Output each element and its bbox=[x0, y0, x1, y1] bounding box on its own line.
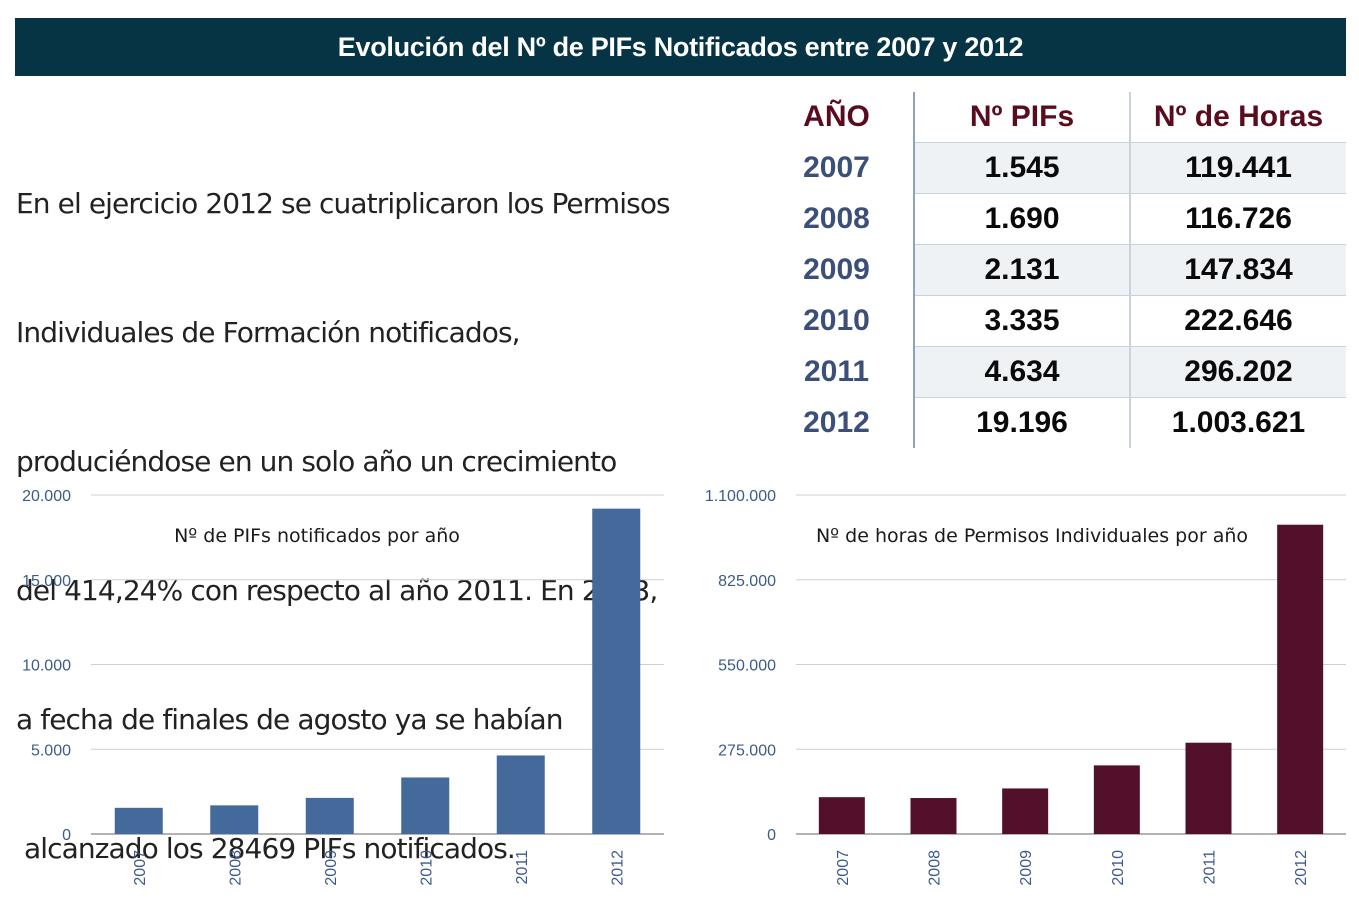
cell-pifs: 19.196 bbox=[913, 397, 1130, 448]
cell-year: 2012 bbox=[803, 405, 870, 439]
x-tick-label: 2011 bbox=[514, 850, 531, 885]
y-tick-label: 5.000 bbox=[31, 742, 71, 759]
bar-2012 bbox=[592, 508, 641, 834]
x-tick-label: 2007 bbox=[132, 850, 149, 886]
cell-pifs: 2.131 bbox=[913, 244, 1130, 296]
table-row: 2011 4.634 296.202 bbox=[760, 346, 1346, 398]
table-header-row: AÑO Nº PIFs Nº de Horas bbox=[760, 92, 1346, 143]
cell-year: 2007 bbox=[803, 151, 870, 184]
cell-hours: 296.202 bbox=[1129, 346, 1346, 398]
header-year: AÑO bbox=[803, 100, 870, 134]
cell-year: 2010 bbox=[803, 304, 870, 337]
cell-year: 2009 bbox=[803, 253, 870, 286]
chart-title: Nº de PIFs notificados por año bbox=[174, 525, 460, 547]
cell-pifs: 3.335 bbox=[913, 295, 1130, 347]
table-row: 2007 1.545 119.441 bbox=[760, 142, 1346, 194]
cell-hours: 222.646 bbox=[1129, 295, 1346, 347]
cell-hours: 116.726 bbox=[1129, 193, 1346, 245]
cell-hours: 1.003.621 bbox=[1129, 397, 1346, 448]
intro-paragraph: En el ejercicio 2012 se cuatriplicaron l… bbox=[16, 96, 756, 913]
cell-year: 2008 bbox=[803, 202, 870, 235]
y-tick-label: 10.000 bbox=[22, 658, 71, 675]
intro-line: En el ejercicio 2012 se cuatriplicaron l… bbox=[16, 187, 671, 220]
cell-pifs: 4.634 bbox=[913, 346, 1130, 398]
x-tick-label: 2008 bbox=[227, 850, 244, 886]
bar-2011 bbox=[496, 755, 545, 834]
data-table: AÑO Nº PIFs Nº de Horas 2007 1.545 119.4… bbox=[760, 92, 1346, 448]
cell-pifs: 1.545 bbox=[913, 142, 1130, 194]
x-tick-label: 2012 bbox=[609, 850, 626, 886]
y-tick-label: 20.000 bbox=[22, 488, 71, 505]
x-tick-label: 2009 bbox=[323, 850, 340, 886]
intro-line: alcanzado los 28469 PIFs notificados. bbox=[16, 832, 516, 865]
table-row: 2008 1.690 116.726 bbox=[760, 193, 1346, 245]
intro-line: a fecha de finales de agosto ya se había… bbox=[16, 703, 564, 736]
cell-pifs: 1.690 bbox=[913, 193, 1130, 245]
y-tick-label: 0 bbox=[62, 827, 71, 844]
x-tick-label: 2010 bbox=[418, 850, 435, 886]
intro-line: produciéndose en un solo año un crecimie… bbox=[16, 445, 617, 478]
bar-2008 bbox=[210, 805, 259, 834]
table-row: 2009 2.131 147.834 bbox=[760, 244, 1346, 296]
cell-year: 2011 bbox=[803, 355, 870, 388]
table-row: 2012 19.196 1.003.621 bbox=[760, 397, 1346, 448]
y-tick-label: 15.000 bbox=[22, 573, 71, 590]
bar-2009 bbox=[305, 797, 354, 834]
cell-hours: 147.834 bbox=[1129, 244, 1346, 296]
bar-2010 bbox=[401, 777, 450, 834]
header-pifs: Nº PIFs bbox=[913, 92, 1130, 143]
cell-hours: 119.441 bbox=[1129, 142, 1346, 194]
intro-line: Individuales de Formación notificados, bbox=[16, 316, 521, 349]
page-title: Evolución del Nº de PIFs Notificados ent… bbox=[15, 18, 1346, 76]
header-hours: Nº de Horas bbox=[1129, 92, 1346, 143]
table-row: 2010 3.335 222.646 bbox=[760, 295, 1346, 347]
bar-2007 bbox=[114, 807, 163, 834]
